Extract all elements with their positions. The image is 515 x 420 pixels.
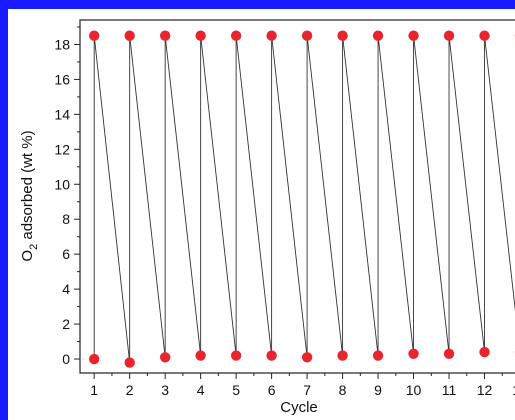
x-tick-label: 5	[232, 382, 240, 398]
y-tick-label: 16	[54, 71, 70, 87]
data-point-low	[301, 352, 313, 363]
data-point-high	[88, 30, 100, 41]
x-tick-label: 8	[339, 382, 347, 398]
cycle-diagonal-line	[235, 35, 273, 356]
data-point-high	[408, 30, 419, 41]
data-point-low	[479, 346, 490, 358]
data-point-low	[230, 350, 242, 361]
x-axis: 12345678910111213	[90, 373, 515, 398]
y-tick-label: 8	[62, 211, 70, 227]
cycle-diagonal-line	[342, 35, 379, 356]
cycle-diagonal-line	[448, 35, 485, 353]
data-point-high	[479, 30, 490, 41]
cycle-diagonal-line	[484, 35, 515, 312]
cycle-diagonal-line	[271, 35, 308, 358]
x-axis-title: Cycle	[280, 399, 318, 416]
x-tick-label: 13	[512, 382, 515, 398]
plot-area	[79, 19, 515, 374]
x-tick-label: 1	[90, 382, 98, 398]
data-point-high	[266, 30, 277, 41]
data-point-low	[88, 353, 100, 365]
y-axis-title-main: O	[19, 250, 36, 262]
y-axis-title-rest: adsorbed (wt %)	[19, 130, 36, 243]
data-point-high	[195, 30, 206, 41]
x-tick-label: 2	[126, 382, 134, 398]
x-tick-label: 6	[268, 382, 276, 398]
data-markers	[88, 30, 515, 368]
data-point-low	[408, 348, 419, 359]
data-point-low	[159, 352, 171, 363]
cycle-diagonal-line	[164, 35, 202, 356]
y-axis-title: O2 adsorbed (wt %)	[19, 130, 40, 261]
y-tick-label: 6	[62, 246, 70, 262]
x-tick-label: 7	[303, 382, 311, 398]
data-point-high	[301, 30, 313, 41]
y-tick-label: 4	[62, 281, 70, 297]
cycle-diagonal-line	[306, 35, 344, 356]
data-point-low	[372, 350, 384, 361]
data-point-high	[372, 30, 384, 41]
x-tick-label: 4	[197, 382, 205, 398]
y-tick-label: 14	[54, 106, 70, 122]
y-axis-title-subscript: 2	[28, 244, 40, 250]
data-point-high	[230, 30, 242, 41]
cycle-diagonal-line	[93, 35, 131, 363]
y-tick-label: 18	[54, 36, 70, 52]
x-tick-label: 3	[161, 382, 169, 398]
x-tick-label: 12	[477, 382, 493, 398]
data-point-low	[337, 350, 348, 361]
x-tick-label: 11	[442, 382, 457, 398]
cycle-diagonal-line	[377, 35, 414, 354]
data-point-low	[266, 350, 277, 361]
x-tick-label: 9	[374, 382, 382, 398]
y-tick-label: 10	[54, 176, 70, 192]
cycle-diagonal-line	[413, 35, 450, 354]
data-point-high	[337, 30, 348, 41]
data-point-high	[159, 30, 171, 41]
data-point-low	[124, 357, 135, 368]
data-point-high	[124, 30, 135, 41]
data-point-low	[443, 348, 455, 359]
y-tick-label: 2	[62, 316, 70, 332]
cycle-lines	[93, 35, 515, 363]
y-tick-label: 12	[54, 141, 70, 157]
cycle-diagonal-line	[200, 35, 237, 356]
data-point-high	[443, 30, 455, 41]
y-tick-label: 0	[62, 351, 70, 367]
y-axis: 0 2 4 6 8 10 12 14 16 18	[54, 26, 80, 367]
cycle-diagonal-line	[129, 35, 166, 358]
data-point-low	[195, 350, 206, 361]
x-tick-label: 10	[406, 382, 422, 398]
